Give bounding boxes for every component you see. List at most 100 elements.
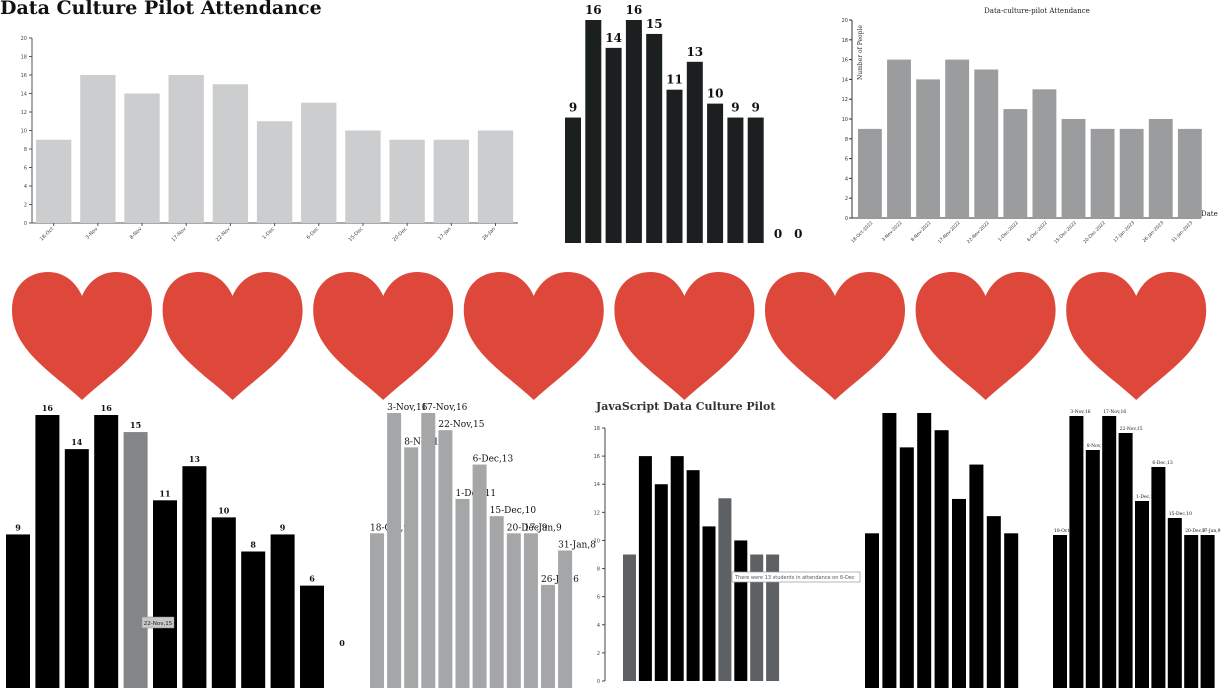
data-label: 0 (774, 227, 782, 241)
bar (686, 470, 700, 681)
bar (747, 117, 764, 243)
y-tick-label: 18 (842, 38, 848, 44)
data-label: 11 (666, 73, 683, 87)
bar (455, 498, 470, 688)
bar (489, 516, 504, 688)
y-tick-label: 0 (597, 679, 600, 685)
bar (623, 554, 636, 681)
x-tick-label: 8-Nov-2022 (910, 220, 933, 243)
y-tick-label: 6 (24, 166, 27, 172)
y-tick-label: 14 (594, 482, 600, 488)
attendance-bar-chart-plain (865, 413, 1019, 688)
data-label: 16 (626, 3, 643, 17)
attendance-bar-chart-small-labels: 18-Oct,9 3-Nov,16 8-Nov,14 17-Nov,16 22-Nov,… (1053, 409, 1221, 688)
bar (625, 20, 642, 243)
tooltip-box (141, 616, 175, 629)
x-tick-label: 17-Nov (171, 226, 188, 243)
bar (35, 415, 60, 688)
bar (404, 447, 419, 688)
bar (974, 69, 999, 218)
x-tick-label: 22-Nov-2022 (966, 220, 991, 245)
data-label: 9 (752, 101, 760, 115)
bar (1102, 416, 1117, 688)
bar (654, 484, 668, 681)
tooltip-box (731, 571, 861, 583)
chart-panel-4: 9 16 14 16 15 11 13 10 8 9 6 0 22-Nov,15 (0, 396, 360, 688)
x-tick-label: 17-Jan (437, 226, 453, 242)
bar (438, 430, 453, 688)
x-tick-label: 3-Nov (85, 226, 100, 241)
bar (666, 89, 683, 243)
bar (565, 117, 581, 243)
bar (865, 533, 879, 688)
bar (370, 533, 384, 688)
data-label: 17-Jan,9 (1202, 528, 1221, 534)
x-tick-label: 17-Jan-2023 (1112, 220, 1136, 244)
bar (858, 128, 882, 218)
bar (182, 466, 207, 688)
bar (1090, 128, 1115, 218)
x-tick-label: 26-Jan (481, 226, 497, 242)
x-tick-label: 8-Nov (129, 226, 144, 241)
data-label: 15 (646, 17, 663, 31)
data-label: 1-Dec,11 (1136, 494, 1156, 500)
bar (1200, 535, 1215, 688)
attendance-bar-chart-light: 0 2 4 6 8 10 12 14 16 18 20 18-Oct 3-Nov 8-Nov 17-Nov 2… (21, 36, 518, 243)
heart-icon (614, 272, 755, 400)
attendance-bar-chart-tooltip: 9 16 14 16 15 11 13 10 8 9 6 0 22-Nov,15 (6, 403, 345, 688)
bar (64, 449, 89, 688)
bar (605, 47, 622, 243)
bar (1148, 119, 1173, 218)
bar (945, 59, 970, 218)
bar (80, 75, 116, 223)
bar (256, 121, 293, 223)
bar (472, 464, 487, 688)
bar (301, 102, 337, 223)
data-label: 9 (280, 522, 286, 532)
bar (477, 130, 514, 223)
data-label: 8-Nov,14 (1087, 443, 1107, 449)
bar (124, 93, 160, 223)
data-label: 11 (159, 488, 170, 498)
heart-icon (463, 272, 604, 400)
hearts-row (0, 268, 1224, 408)
y-tick-label: 4 (597, 623, 600, 629)
y-tick-label: 12 (594, 510, 600, 516)
y-tick-label: 12 (842, 97, 848, 103)
bar (718, 498, 732, 681)
y-tick-label: 18 (594, 426, 600, 432)
bar (702, 526, 716, 681)
bar (541, 584, 555, 688)
heart-icon (12, 272, 152, 400)
bar (934, 430, 949, 688)
y-tick-label: 20 (21, 36, 27, 42)
data-label: 3-Nov,16 (1070, 409, 1090, 415)
data-label: 20-Dec,9 (1185, 528, 1205, 534)
bar (1177, 128, 1202, 218)
bar (1167, 518, 1182, 688)
data-label: 13 (189, 454, 201, 464)
page-title: Data Culture Pilot Attendance (0, 0, 322, 19)
bar (887, 59, 911, 218)
data-label: 31-Jan,8 (558, 541, 596, 551)
bar (899, 447, 914, 688)
y-tick-label: 6 (597, 595, 600, 601)
bar (1119, 128, 1144, 218)
bar (969, 464, 984, 688)
x-tick-label: 22-Nov (215, 226, 232, 243)
bar (1118, 433, 1133, 688)
tooltip-text: There were 13 students in attendance on … (734, 575, 855, 581)
chart-panel-8: 18-Oct,9 3-Nov,16 8-Nov,14 17-Nov,16 22-Nov,… (1040, 396, 1224, 688)
data-label: 15 (130, 420, 141, 430)
bar (523, 533, 538, 688)
bar (707, 103, 724, 243)
x-tick-label: 6-Dec (306, 226, 321, 241)
y-tick-label: 8 (845, 137, 848, 143)
bar (734, 540, 748, 681)
data-label: 16 (42, 403, 54, 413)
x-tick-label: 18-Oct (39, 226, 55, 242)
data-label: 10 (707, 87, 724, 101)
chart-panel-7 (860, 396, 1030, 688)
bar (387, 413, 402, 688)
